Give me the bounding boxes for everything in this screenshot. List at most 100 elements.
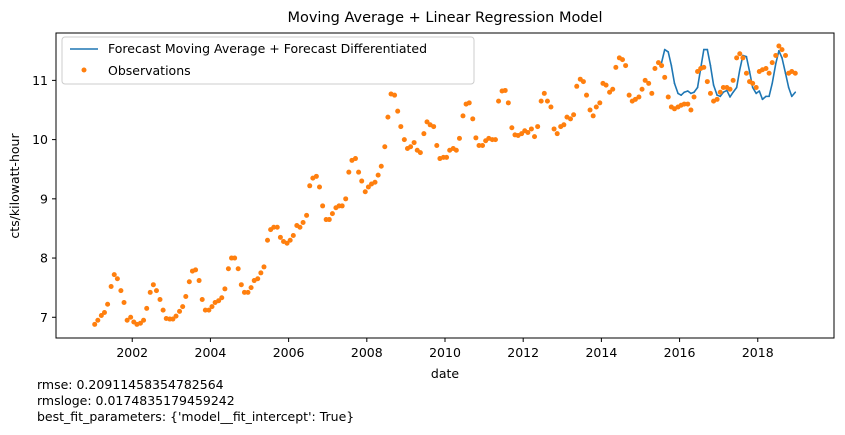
x-tick-label: 2012: [507, 345, 539, 360]
observation-point: [297, 224, 303, 230]
observation-point: [730, 77, 736, 83]
observation-point: [584, 92, 590, 98]
observation-point: [632, 96, 638, 102]
observation-point: [284, 240, 290, 246]
observation-point: [274, 224, 280, 230]
observation-point: [480, 143, 486, 149]
observation-point: [695, 68, 701, 74]
observation-point: [343, 196, 349, 202]
observation-point: [453, 147, 459, 153]
observation-point: [304, 212, 310, 218]
forecast-line-segment: [706, 48, 712, 67]
observation-point: [320, 203, 326, 209]
observation-point: [662, 74, 668, 80]
observation-point: [362, 189, 368, 195]
forecast-line-segment: [712, 84, 718, 96]
y-tick-label: 8: [40, 251, 48, 266]
legend: Forecast Moving Average + Forecast Diffe…: [61, 36, 475, 85]
observation-point: [779, 47, 785, 53]
observation-point: [199, 297, 205, 303]
observation-point: [170, 316, 176, 322]
observation-point: [519, 131, 525, 137]
forecast-line-segment: [781, 57, 787, 75]
observation-point: [137, 320, 143, 326]
observation-point: [528, 126, 534, 132]
observation-point: [111, 272, 117, 278]
observation-point: [150, 282, 156, 288]
observation-point: [655, 60, 661, 66]
observation-point: [554, 131, 560, 137]
observation-point: [587, 107, 593, 113]
observation-point: [685, 101, 691, 107]
observation-point: [649, 90, 655, 96]
observation-point: [714, 96, 720, 102]
observation-point: [538, 98, 544, 104]
observation-point: [95, 317, 101, 323]
observation-point: [720, 84, 726, 90]
observation-point: [417, 150, 423, 156]
observation-point: [300, 220, 306, 226]
observation-point: [255, 276, 261, 282]
observation-point: [691, 94, 697, 100]
forecast-line-segment: [735, 68, 741, 89]
forecast-line-segment: [732, 86, 738, 94]
observation-point: [750, 80, 756, 86]
x-tick-label: 2006: [273, 345, 305, 360]
observation-point: [619, 57, 625, 63]
observation-point: [206, 307, 212, 313]
observation-point: [287, 237, 293, 243]
observation-point: [597, 100, 603, 106]
observation-point: [421, 131, 427, 137]
observation-point: [701, 64, 707, 70]
observation-point: [105, 301, 111, 307]
observation-point: [98, 312, 104, 318]
observation-point: [476, 143, 482, 149]
observation-point: [704, 79, 710, 85]
forecast-line-segment: [771, 62, 777, 85]
forecast-line-segment: [696, 67, 702, 89]
x-tick-label: 2008: [351, 345, 383, 360]
forecast-line-segment: [787, 86, 793, 98]
observation-point: [571, 112, 577, 118]
y-tick-label: 7: [40, 310, 48, 325]
observation-point: [561, 122, 567, 128]
observation-point: [681, 101, 687, 107]
observation-point: [193, 267, 199, 273]
x-axis: 2002 2004 2006 2008 2010 2012 2014 2016 2018: [116, 338, 774, 360]
observation-point: [532, 134, 538, 140]
forecast-line-segment: [768, 82, 774, 98]
forecast-line-segment: [784, 72, 790, 89]
forecast-line-segment: [693, 86, 699, 94]
observation-point: [108, 283, 114, 289]
forecast-line-segment: [758, 90, 764, 101]
observation-point: [241, 289, 247, 295]
observation-point: [202, 307, 208, 313]
observation-point: [639, 86, 645, 92]
observation-point: [180, 304, 186, 310]
observation-point: [659, 63, 665, 69]
observation-point: [359, 178, 365, 184]
observation-point: [408, 144, 414, 150]
observation-point: [431, 124, 437, 130]
observation-point: [245, 289, 251, 295]
observation-point: [727, 86, 733, 92]
observation-point: [375, 172, 381, 178]
observation-point: [183, 294, 189, 300]
observation-point: [219, 295, 225, 301]
observation-point: [313, 173, 319, 179]
observation-point: [603, 82, 609, 88]
forecast-line-segment: [673, 82, 679, 95]
observation-point: [147, 289, 153, 295]
observation-point: [118, 288, 124, 294]
observation-point: [265, 237, 271, 243]
observation-point: [776, 43, 782, 49]
observation-point: [401, 137, 407, 143]
observation-point: [248, 285, 254, 291]
forecast-line-segment: [790, 91, 797, 98]
observation-point: [225, 266, 231, 272]
forecast-line-segment: [699, 48, 705, 70]
x-tick-label: 2016: [664, 345, 696, 360]
y-tick-label: 9: [40, 191, 48, 206]
observation-point: [346, 169, 352, 175]
best-fit-parameters-text: best_fit_parameters: {'model__fit_interc…: [37, 409, 355, 424]
